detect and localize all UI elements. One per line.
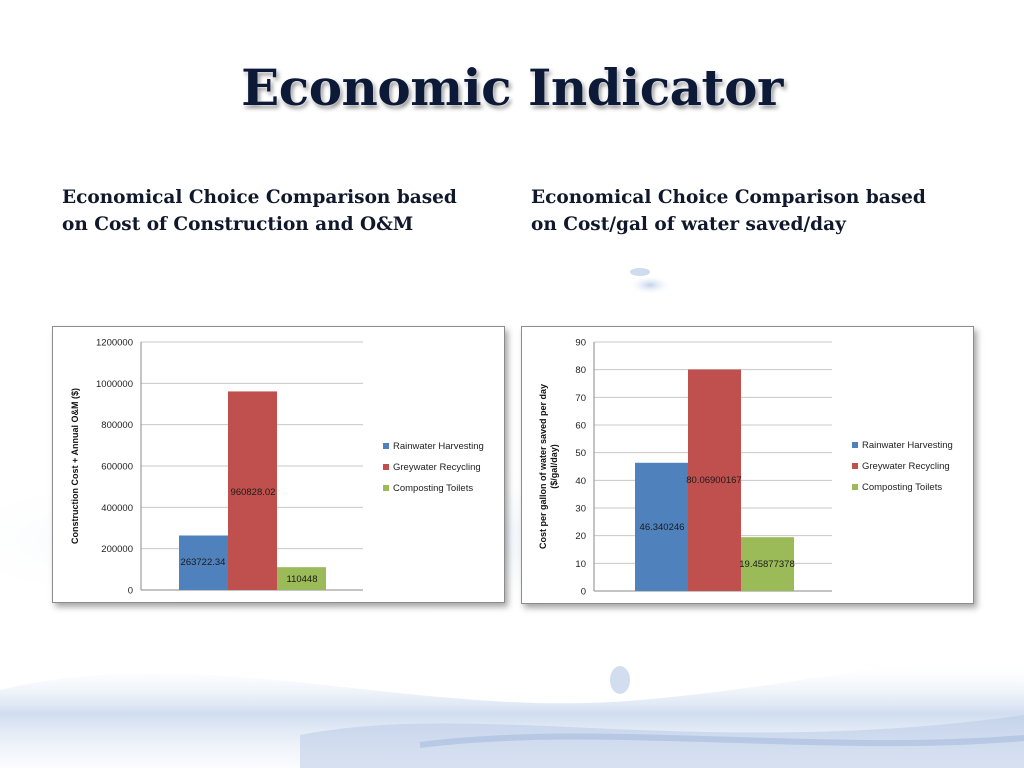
slide-title: Economic Indicator xyxy=(241,58,783,117)
chart-1-construction-cost: 0 200000 400000 600000 800000 1000000 1200000 C… xyxy=(70,338,484,597)
y-tick-label: 200000 xyxy=(101,544,133,555)
bar-composting-toilets xyxy=(277,567,326,590)
data-label: 960828.02 xyxy=(231,487,276,498)
bar-greywater-recycling xyxy=(228,391,277,590)
data-label: 46.340246 xyxy=(640,522,685,533)
data-label: 80.06900167 xyxy=(686,475,741,486)
legend-swatch xyxy=(383,485,389,491)
legend-label: Greywater Recycling xyxy=(393,462,481,473)
y-tick-label: 0 xyxy=(581,587,586,598)
data-label: 19.45877378 xyxy=(739,559,794,570)
legend-swatch xyxy=(383,464,389,470)
y-tick-label: 40 xyxy=(575,476,586,487)
y-tick-label: 1000000 xyxy=(96,379,133,390)
bar-composting-toilets xyxy=(741,537,794,591)
chart-2-frame: 0 10 20 30 40 50 60 70 80 90 Cost per gallon of wa… xyxy=(521,326,974,604)
chart-2-cost-per-gallon: 0 10 20 30 40 50 60 70 80 90 Cost per gallon of wa… xyxy=(538,338,953,598)
y-tick-label: 80 xyxy=(575,365,586,376)
y-tick-label: 0 xyxy=(128,586,133,597)
legend-label: Composting Toilets xyxy=(862,482,942,493)
y-tick-label: 1200000 xyxy=(96,338,133,349)
y-tick-label: 50 xyxy=(575,448,586,459)
data-label: 110448 xyxy=(287,574,318,585)
y-axis-title: Construction Cost + Annual O&M ($) xyxy=(70,388,80,544)
legend-label: Rainwater Harvesting xyxy=(393,441,484,452)
y-tick-label: 600000 xyxy=(101,462,133,473)
legend-label: Composting Toilets xyxy=(393,483,473,494)
bar-rainwater-harvesting xyxy=(635,462,688,591)
legend-swatch xyxy=(852,463,858,469)
bar-rainwater-harvesting xyxy=(179,535,228,590)
legend-label: Rainwater Harvesting xyxy=(862,440,953,451)
legend-swatch xyxy=(852,484,858,490)
data-label: 263722.34 xyxy=(181,557,226,568)
legend-label: Greywater Recycling xyxy=(862,461,950,472)
y-tick-label: 10 xyxy=(575,559,586,570)
y-axis-title: ($/gal/day) xyxy=(549,444,559,489)
bar-greywater-recycling xyxy=(688,369,741,591)
chart-2-heading: Economical Choice Comparison based on Co… xyxy=(531,187,926,235)
y-tick-label: 60 xyxy=(575,421,586,432)
y-tick-label: 90 xyxy=(575,338,586,349)
y-axis-title: Cost per gallon of water saved per day xyxy=(538,384,548,549)
legend-swatch xyxy=(852,442,858,448)
chart-1-heading: Economical Choice Comparison based on Co… xyxy=(62,187,457,235)
y-tick-label: 400000 xyxy=(101,503,133,514)
y-tick-label: 30 xyxy=(575,504,586,515)
legend-swatch xyxy=(383,443,389,449)
y-tick-label: 70 xyxy=(575,393,586,404)
chart-1-frame: 0 200000 400000 600000 800000 1000000 1200000 C… xyxy=(52,326,505,603)
y-tick-label: 800000 xyxy=(101,420,133,431)
y-tick-label: 20 xyxy=(575,531,586,542)
